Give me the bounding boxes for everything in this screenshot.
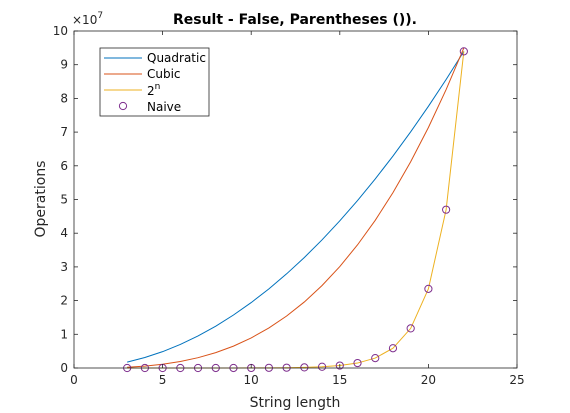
legend: Quadratic Cubic 2n Naive bbox=[99, 47, 210, 117]
y-multiplier-base: ×10 bbox=[72, 13, 97, 27]
x-tick-label: 20 bbox=[421, 373, 436, 387]
legend-label-cubic: Cubic bbox=[147, 67, 181, 81]
y-tick-label: 10 bbox=[53, 24, 68, 38]
x-tick-label: 15 bbox=[332, 373, 347, 387]
y-tick-label: 7 bbox=[60, 125, 68, 139]
x-tick-label: 0 bbox=[70, 373, 78, 387]
y-tick-label: 8 bbox=[60, 91, 68, 105]
y-tick-label: 9 bbox=[60, 58, 68, 72]
series-line-cubic bbox=[127, 47, 465, 368]
y-multiplier-exponent: 7 bbox=[97, 11, 103, 21]
data-point-naive bbox=[300, 363, 309, 372]
data-point-naive bbox=[388, 344, 398, 353]
legend-marker-naive bbox=[118, 101, 128, 111]
data-point-naive bbox=[335, 361, 344, 370]
y-tick-label: 1 bbox=[60, 327, 68, 341]
ticks-layer: 0 5 10 15 20 25 0 1 2 3 4 5 6 7 8 9 10 bbox=[53, 24, 525, 387]
legend-label-2n-exponent: n bbox=[155, 82, 161, 92]
y-tick-label: 5 bbox=[60, 193, 68, 207]
y-tick-label: 2 bbox=[60, 294, 68, 308]
data-point-naive bbox=[406, 324, 415, 333]
series-line-quadratic bbox=[127, 51, 465, 363]
y-multiplier: ×107 bbox=[72, 11, 103, 27]
y-tick-label: 4 bbox=[60, 226, 68, 240]
y-tick-label: 3 bbox=[60, 260, 68, 274]
data-point-naive bbox=[353, 358, 362, 368]
data-point-naive bbox=[459, 47, 468, 56]
x-tick-label: 5 bbox=[159, 373, 167, 387]
y-tick-label: 0 bbox=[60, 361, 68, 375]
legend-label-2n-base: 2 bbox=[147, 84, 155, 98]
x-tick-label: 10 bbox=[244, 373, 259, 387]
data-point-naive bbox=[424, 284, 433, 293]
legend-label-naive: Naive bbox=[147, 100, 181, 114]
x-tick-label: 25 bbox=[509, 373, 524, 387]
data-point-naive bbox=[317, 362, 327, 371]
legend-label-quadratic: Quadratic bbox=[147, 51, 206, 65]
chart-title: Result - False, Parentheses ()). bbox=[173, 12, 417, 28]
y-tick-label: 6 bbox=[60, 159, 68, 173]
data-point-naive bbox=[442, 205, 451, 214]
y-axis-label: Operations bbox=[33, 161, 49, 238]
legend-label-2n: 2n bbox=[147, 82, 160, 98]
legend-box bbox=[99, 47, 210, 117]
x-axis-label: String length bbox=[250, 395, 341, 411]
data-point-naive bbox=[371, 353, 380, 363]
